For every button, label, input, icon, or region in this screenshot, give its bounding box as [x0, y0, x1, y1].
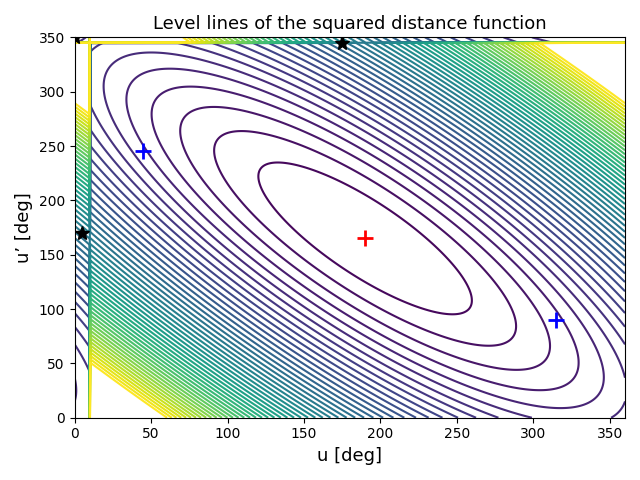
Title: Level lines of the squared distance function: Level lines of the squared distance func…: [153, 15, 547, 33]
X-axis label: u [deg]: u [deg]: [317, 447, 382, 465]
Y-axis label: u’ [deg]: u’ [deg]: [15, 192, 33, 263]
